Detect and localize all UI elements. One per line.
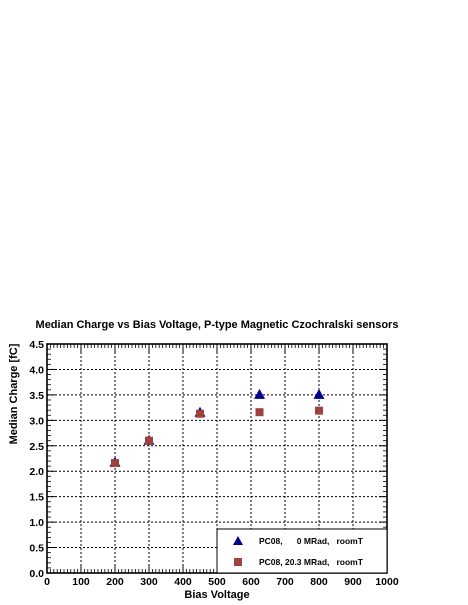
x-tick-label: 0 [44, 576, 50, 588]
grid [47, 344, 387, 573]
x-tick-label: 900 [344, 576, 362, 588]
chart-title: Median Charge vs Bias Voltage, P-type Ma… [36, 319, 399, 331]
data-points [109, 388, 325, 468]
x-tick-label: 700 [276, 576, 294, 588]
y-tick-label: 3.0 [29, 415, 44, 427]
data-point-square [196, 409, 204, 418]
x-tick-label: 300 [140, 576, 158, 588]
data-point-square [315, 406, 323, 415]
legend-triangle-marker [233, 536, 243, 545]
x-tick-label: 100 [72, 576, 90, 588]
x-tick-label: 600 [242, 576, 260, 588]
y-tick-label: 1.5 [29, 492, 44, 504]
data-point-square [111, 459, 119, 468]
y-tick-label: 2.0 [29, 466, 44, 478]
legend-square-marker [234, 558, 242, 566]
legend: PC08, 0 MRad, roomT PC08, 20.3 MRad, roo… [216, 528, 388, 574]
y-tick-label: 0.0 [29, 568, 44, 580]
x-tick-label: 800 [310, 576, 328, 588]
x-axis-label: Bias Voltage [184, 589, 249, 601]
data-point-triangle [313, 388, 325, 399]
y-tick-label: 3.5 [29, 390, 44, 402]
x-tick-label: 400 [174, 576, 192, 588]
y-tick-label: 4.0 [29, 364, 44, 376]
x-tick-label: 1000 [375, 576, 399, 588]
data-point-square [255, 408, 264, 417]
legend-box [216, 528, 388, 574]
x-tick-labels: 0 100 200 300 400 500 600 700 800 900 1000 [44, 576, 399, 588]
y-tick-label: 0.5 [29, 543, 44, 555]
data-point-square [145, 436, 153, 445]
x-tick-label: 500 [208, 576, 226, 588]
data-point-triangle [254, 388, 265, 399]
y-tick-label: 1.0 [29, 517, 44, 529]
x-tick-label: 200 [106, 576, 124, 588]
y-tick-label: 4.5 [29, 339, 44, 351]
y-tick-labels: 0.0 0.5 1.0 1.5 2.0 2.5 3.0 3.5 4.0 4.5 [29, 339, 44, 580]
y-tick-label: 2.5 [29, 441, 44, 453]
y-axis-label: Median Charge [fC] [8, 343, 20, 444]
legend-label-20-3-mrad: PC08, 20.3 MRad, roomT [259, 557, 364, 567]
legend-label-0-mrad: PC08, 0 MRad, roomT [259, 536, 364, 546]
